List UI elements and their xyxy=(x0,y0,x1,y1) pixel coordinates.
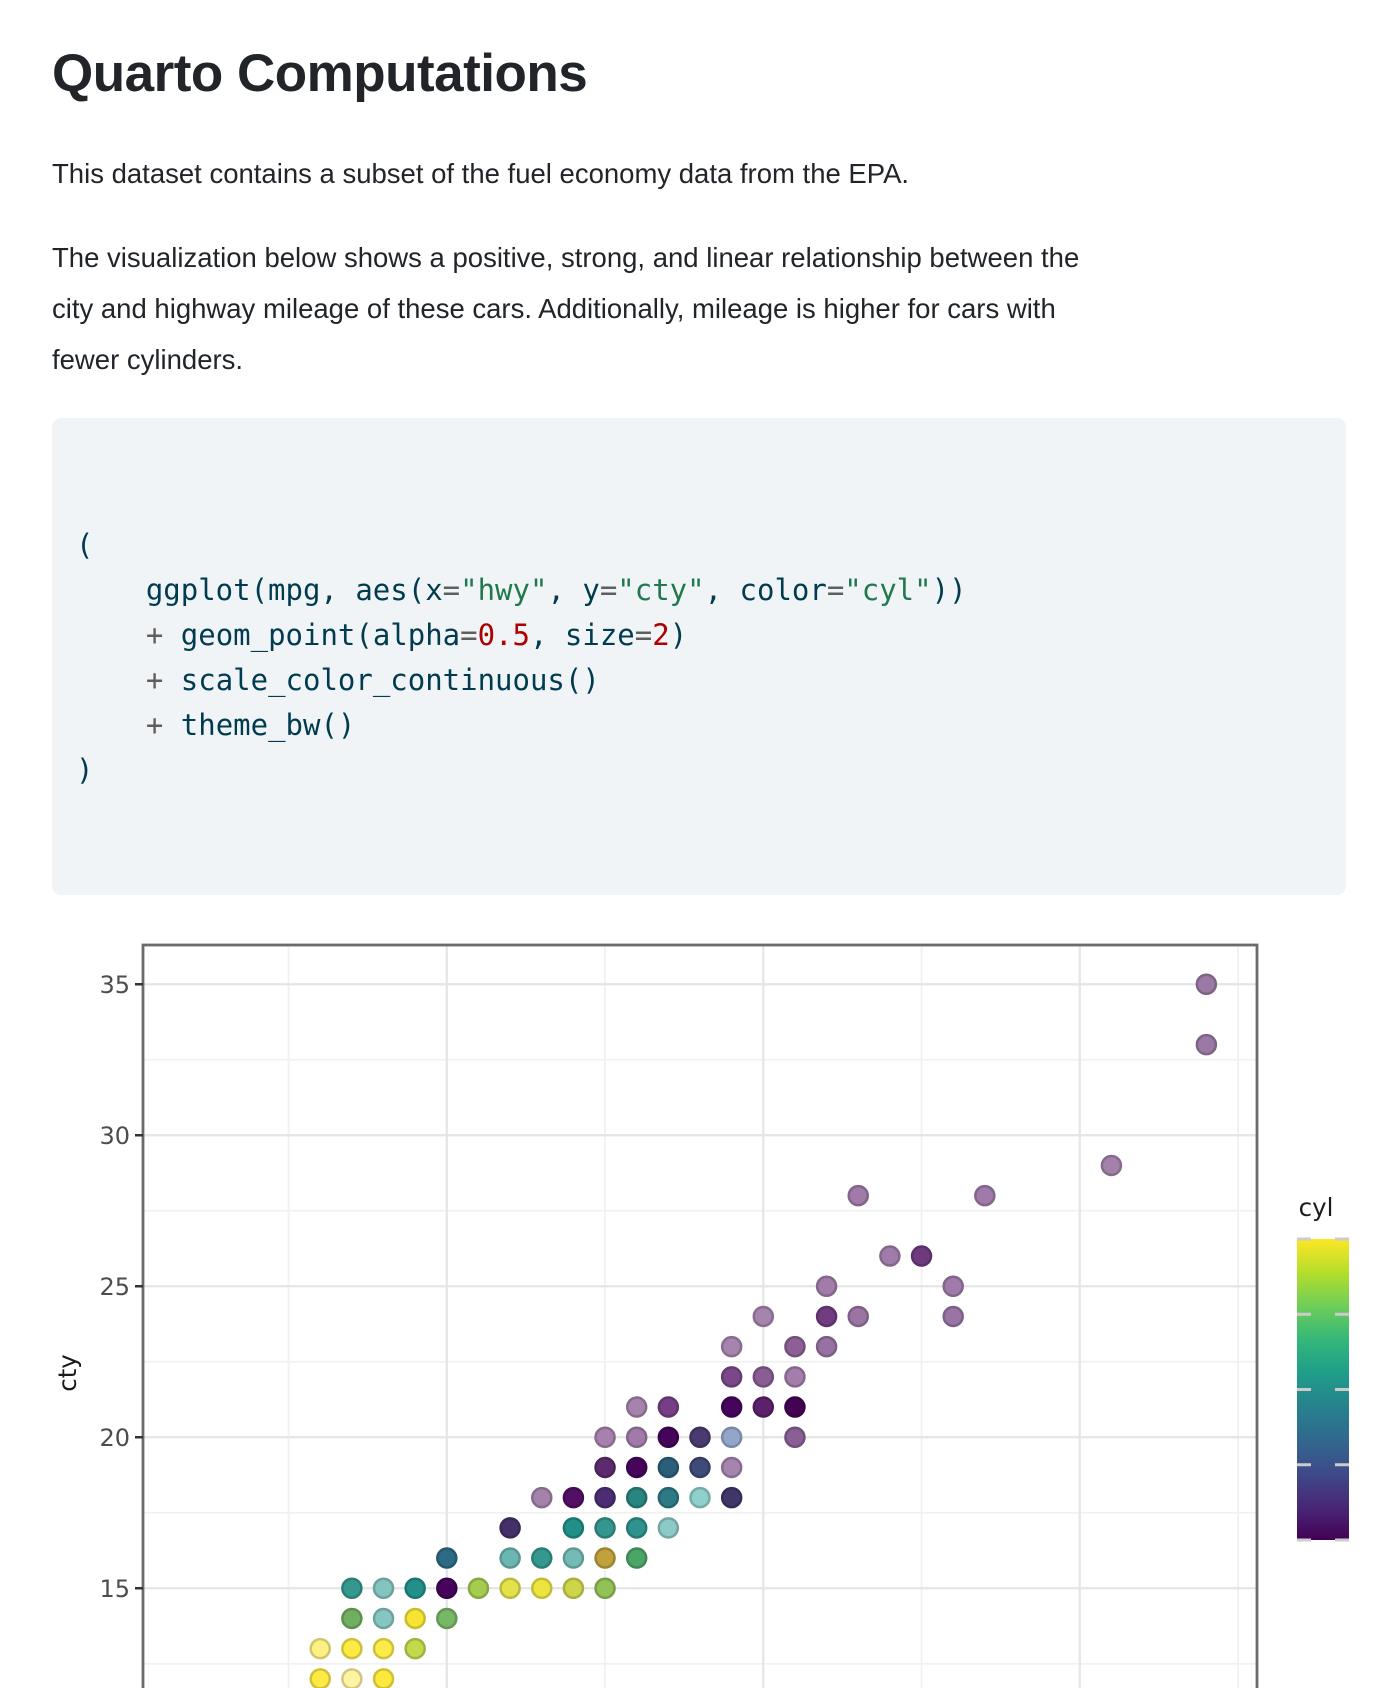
data-point xyxy=(689,1486,711,1509)
data-point xyxy=(815,1275,838,1297)
data-point xyxy=(499,1546,521,1569)
data-point xyxy=(404,1637,426,1660)
data-point xyxy=(309,1637,331,1660)
data-point xyxy=(879,1244,901,1267)
data-point xyxy=(372,1577,395,1599)
data-point xyxy=(625,1395,648,1418)
code-line: + geom_point(alpha=0.5, size=2) xyxy=(145,617,688,652)
data-point xyxy=(657,1456,680,1478)
paragraph-line: The visualization below shows a positive… xyxy=(52,241,1080,273)
data-point xyxy=(341,1637,363,1660)
data-point xyxy=(562,1546,585,1569)
data-point xyxy=(372,1607,395,1629)
y-tick-label: 35 xyxy=(99,970,130,998)
data-point xyxy=(594,1456,616,1478)
code-line: + scale_color_continuous() xyxy=(145,662,600,697)
data-point xyxy=(531,1546,553,1569)
data-point xyxy=(720,1486,743,1509)
data-point xyxy=(625,1456,648,1478)
code-lines: ( ggplot(mpg, aes(x="hwy", y="cty", colo… xyxy=(76,523,1322,793)
data-point xyxy=(594,1516,616,1539)
y-tick-label: 25 xyxy=(99,1272,130,1300)
data-point xyxy=(594,1426,616,1448)
data-point xyxy=(720,1426,743,1448)
code-line: ( xyxy=(76,527,94,562)
paragraph-line: city and highway mileage of these cars. … xyxy=(52,292,1056,324)
y-tick-label: 15 xyxy=(99,1574,130,1602)
data-point xyxy=(784,1365,806,1388)
data-point xyxy=(467,1577,490,1599)
panel-border xyxy=(141,943,1259,1688)
data-point xyxy=(1195,973,1218,995)
code-line: ) xyxy=(76,752,94,787)
figure-scatterplot: 35 30 25 20 15 cty cyl xyxy=(0,908,1400,1688)
data-point xyxy=(531,1577,553,1599)
data-point xyxy=(341,1577,363,1599)
data-point xyxy=(689,1456,711,1478)
data-point xyxy=(594,1546,616,1569)
data-point xyxy=(436,1607,458,1629)
data-point xyxy=(372,1637,395,1660)
data-point xyxy=(1195,1033,1218,1056)
data-point xyxy=(562,1516,585,1539)
data-point xyxy=(1100,1154,1123,1176)
data-point xyxy=(847,1184,869,1207)
data-point xyxy=(689,1426,711,1448)
data-point xyxy=(594,1577,616,1599)
y-tick-label: 20 xyxy=(99,1423,130,1451)
data-point xyxy=(499,1577,521,1599)
data-point xyxy=(594,1486,616,1509)
data-point xyxy=(752,1395,775,1418)
intro-paragraph: This dataset contains a subset of the fu… xyxy=(52,157,910,189)
data-point xyxy=(815,1305,838,1327)
data-point xyxy=(847,1305,869,1327)
legend-title: cyl xyxy=(1299,1193,1334,1222)
data-point xyxy=(625,1516,648,1539)
code-block: ( ggplot(mpg, aes(x="hwy", y="cty", colo… xyxy=(52,417,1346,895)
data-point xyxy=(625,1546,648,1569)
scatterplot-svg: 35 30 25 20 15 cty cyl xyxy=(53,943,1349,1688)
data-point xyxy=(720,1395,743,1418)
data-point xyxy=(436,1577,458,1599)
data-point xyxy=(499,1516,521,1539)
page-title: Quarto Computations xyxy=(52,44,588,103)
data-point xyxy=(404,1577,426,1599)
data-point xyxy=(531,1486,553,1509)
code-line: + theme_bw() xyxy=(145,707,356,742)
description-paragraph: The visualization below shows a positive… xyxy=(52,232,1347,385)
code-line: ggplot(mpg, aes(x="hwy", y="cty", color=… xyxy=(76,572,967,607)
data-point xyxy=(942,1305,964,1327)
data-point xyxy=(784,1335,806,1358)
data-point xyxy=(752,1305,775,1327)
data-point xyxy=(720,1365,743,1388)
data-point xyxy=(942,1275,964,1297)
data-point xyxy=(815,1335,838,1358)
data-point xyxy=(341,1607,363,1629)
y-tick-label: 30 xyxy=(99,1121,130,1149)
data-point xyxy=(341,1667,363,1688)
data-point xyxy=(372,1667,395,1688)
data-point xyxy=(784,1426,806,1448)
y-axis-title: cty xyxy=(53,1354,82,1392)
data-point xyxy=(720,1456,743,1478)
data-point xyxy=(625,1486,648,1509)
data-point xyxy=(562,1486,585,1509)
data-point xyxy=(657,1486,680,1509)
data-point xyxy=(784,1395,806,1418)
data-point xyxy=(752,1365,775,1388)
data-point xyxy=(404,1607,426,1629)
data-point xyxy=(657,1516,680,1539)
data-point xyxy=(720,1335,743,1358)
data-point xyxy=(562,1577,585,1599)
data-point xyxy=(436,1546,458,1569)
data-point xyxy=(910,1244,933,1267)
data-point xyxy=(309,1667,331,1688)
paragraph-line: fewer cylinders. xyxy=(52,343,244,375)
data-point xyxy=(974,1184,996,1207)
data-point xyxy=(657,1395,680,1418)
data-point xyxy=(657,1426,680,1448)
data-point xyxy=(625,1426,648,1448)
